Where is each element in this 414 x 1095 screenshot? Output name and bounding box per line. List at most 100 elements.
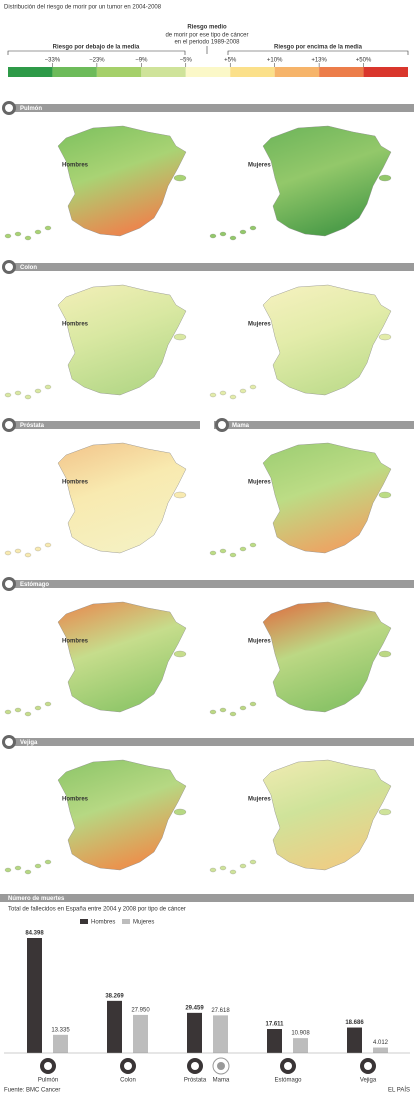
- legend-bracket: [7, 50, 409, 55]
- legend-swatch: [52, 67, 97, 77]
- map: [209, 601, 392, 717]
- map-island: [229, 394, 237, 400]
- legend-right-label: Riesgo por encima de la media: [274, 45, 363, 51]
- map-island: [239, 546, 247, 552]
- category-label: Mama: [213, 1078, 230, 1084]
- section-title: Mama: [232, 423, 250, 429]
- map-island: [219, 548, 227, 554]
- category-label: Próstata: [184, 1078, 207, 1084]
- map-shape: [262, 442, 392, 554]
- map-island: [173, 333, 187, 341]
- category-label: Colon: [120, 1078, 136, 1084]
- section-bar: [14, 738, 414, 746]
- section-title: Vejiga: [20, 740, 38, 746]
- map-island: [219, 390, 227, 396]
- map-island: [378, 491, 392, 499]
- value-label: 27.618: [211, 1008, 230, 1014]
- legend-tick-label: −9%: [135, 58, 148, 64]
- legend-center-line: de morir por ese tipo de cáncer: [165, 33, 248, 39]
- map-island: [229, 711, 237, 717]
- category-icon-inner: [124, 1062, 132, 1070]
- section-gap: [200, 421, 214, 429]
- map: [4, 601, 187, 717]
- legend-tick-label: −23%: [89, 58, 105, 64]
- map-island: [378, 333, 392, 341]
- map-island: [219, 865, 227, 871]
- map-island: [4, 867, 12, 873]
- title: Distribución del riesgo de morir por un …: [4, 5, 162, 11]
- cancer-icon-inner: [218, 421, 226, 429]
- map-shape: [262, 601, 392, 713]
- map-shape: [57, 442, 187, 554]
- legend-swatch: [8, 67, 53, 77]
- bar: [133, 1014, 148, 1053]
- map-island: [209, 233, 217, 239]
- legend-swatch: [319, 67, 364, 77]
- legend-swatch: [363, 67, 408, 77]
- value-label: 29.459: [185, 1005, 204, 1011]
- legend-swatch: [122, 919, 130, 924]
- map-island: [14, 390, 22, 396]
- legend-tick-label: +10%: [267, 58, 283, 64]
- legend-swatch: [80, 919, 88, 924]
- map-island: [4, 709, 12, 715]
- brand: EL PAÍS: [388, 1087, 410, 1094]
- map-island: [24, 552, 32, 558]
- map-label: Mujeres: [248, 322, 271, 328]
- map-shape: [262, 125, 392, 237]
- map: [209, 759, 392, 875]
- legend-tick-label: +50%: [356, 58, 372, 64]
- value-label: 27.950: [131, 1007, 150, 1013]
- map-label: Hombres: [62, 163, 89, 169]
- map-island: [4, 233, 12, 239]
- map-island: [14, 231, 22, 237]
- map-label: Mujeres: [248, 639, 271, 645]
- bar: [27, 938, 42, 1053]
- bar: [267, 1029, 282, 1053]
- map-island: [239, 229, 247, 235]
- section-bar: [14, 580, 414, 588]
- chart-title-bar: [0, 894, 414, 902]
- map-island: [249, 859, 257, 865]
- map-island: [173, 650, 187, 658]
- map-island: [249, 701, 257, 707]
- map-island: [34, 863, 42, 869]
- bar: [187, 1012, 202, 1053]
- map-island: [24, 711, 32, 717]
- value-label: 17.611: [265, 1022, 284, 1028]
- map-island: [44, 225, 52, 231]
- section-title: Colon: [20, 265, 37, 271]
- legend-tick-label: +5%: [224, 58, 237, 64]
- map-island: [24, 869, 32, 875]
- map-island: [44, 859, 52, 865]
- cancer-icon-inner: [5, 263, 13, 271]
- bar: [373, 1047, 388, 1053]
- map-island: [378, 174, 392, 182]
- map-label: Hombres: [62, 322, 89, 328]
- chart-title: Número de muertes: [8, 896, 65, 902]
- map-island: [34, 388, 42, 394]
- legend-left-label: Riesgo por debajo de la media: [53, 45, 140, 51]
- cancer-icon-inner: [5, 738, 13, 746]
- map-island: [173, 491, 187, 499]
- map-label: Mujeres: [248, 480, 271, 486]
- value-label: 38.269: [105, 993, 124, 999]
- map-island: [14, 707, 22, 713]
- value-label: 4.012: [373, 1040, 389, 1046]
- legend-swatch: [96, 67, 142, 77]
- cancer-icon-inner: [5, 421, 13, 429]
- map-island: [209, 550, 217, 556]
- map-island: [209, 867, 217, 873]
- section-title: Próstata: [20, 423, 45, 429]
- map-label: Hombres: [62, 480, 89, 486]
- legend-tick-label: +13%: [311, 58, 327, 64]
- category-icon-inner: [44, 1062, 52, 1070]
- map-island: [378, 650, 392, 658]
- bar: [107, 1000, 122, 1053]
- map-shape: [57, 284, 187, 396]
- section-bar: [14, 263, 414, 271]
- map-island: [229, 869, 237, 875]
- section-title: Estómago: [20, 582, 49, 588]
- map-label: Hombres: [62, 797, 89, 803]
